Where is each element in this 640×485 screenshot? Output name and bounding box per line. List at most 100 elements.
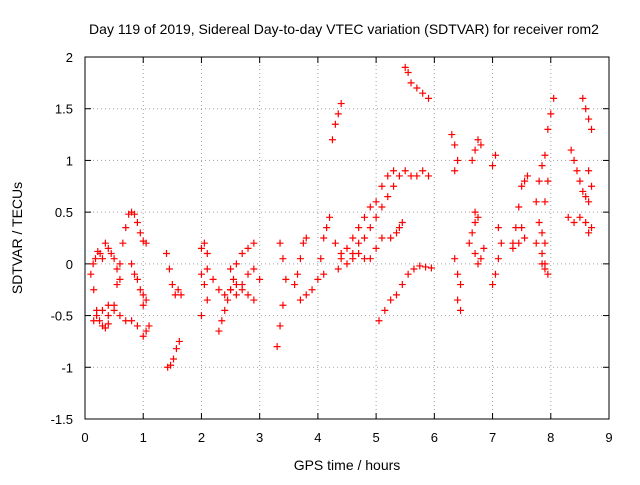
data-point <box>302 291 310 299</box>
data-point <box>398 281 406 289</box>
data-point <box>497 239 505 247</box>
data-point <box>404 69 412 77</box>
data-point <box>337 255 345 263</box>
data-point <box>395 172 403 180</box>
data-point <box>299 239 307 247</box>
data-point <box>130 210 138 218</box>
data-point <box>494 224 502 232</box>
data-point <box>110 301 118 309</box>
data-point <box>515 239 523 247</box>
data-point <box>119 239 127 247</box>
data-point <box>110 255 118 263</box>
data-point <box>454 156 462 164</box>
data-point <box>538 250 546 258</box>
series-arc-12 <box>227 239 258 273</box>
data-point <box>541 151 549 159</box>
series-arc-36 <box>567 146 593 206</box>
data-point <box>378 182 386 190</box>
data-point <box>87 270 95 278</box>
series-arc-06 <box>128 260 150 309</box>
data-point <box>372 213 380 221</box>
data-point <box>422 263 430 271</box>
data-point <box>468 229 476 237</box>
series-arc-31 <box>509 172 531 247</box>
series-arc-09 <box>197 239 211 320</box>
data-point <box>471 208 479 216</box>
data-point <box>567 146 575 154</box>
data-point <box>296 296 304 304</box>
data-point <box>91 255 99 263</box>
series-arc-29 <box>489 151 499 170</box>
series-arc-24 <box>448 131 462 175</box>
data-point <box>104 312 112 320</box>
data-point <box>244 270 252 278</box>
data-point <box>175 337 183 345</box>
data-point <box>174 286 182 294</box>
data-point <box>136 286 144 294</box>
data-point <box>122 224 130 232</box>
data-point <box>457 306 465 314</box>
data-point <box>90 286 98 294</box>
x-tick-label: 7 <box>489 430 496 445</box>
data-point <box>451 167 459 175</box>
data-point <box>209 275 217 283</box>
data-point <box>291 281 299 289</box>
data-point <box>480 244 488 252</box>
data-point <box>576 177 584 185</box>
data-point <box>585 167 593 175</box>
grid <box>85 57 609 419</box>
series-arc-37 <box>564 213 596 237</box>
data-point <box>538 229 546 237</box>
data-point <box>203 265 211 273</box>
series-arc-15 <box>291 234 310 289</box>
data-point <box>250 265 258 273</box>
data-point <box>224 296 232 304</box>
data-point <box>454 296 462 304</box>
data-point <box>515 203 523 211</box>
data-point <box>494 255 502 263</box>
data-point <box>250 239 258 247</box>
data-point <box>130 270 138 278</box>
data-point <box>448 131 456 139</box>
series-arc-30 <box>489 224 505 289</box>
chart-title: Day 119 of 2019, Sidereal Day-to-day VTE… <box>89 21 599 37</box>
data-point <box>250 296 258 304</box>
data-point <box>585 229 593 237</box>
data-point <box>416 262 424 270</box>
data-point <box>541 260 549 268</box>
data-point <box>323 224 331 232</box>
data-point <box>244 291 252 299</box>
data-point <box>532 239 540 247</box>
data-point <box>366 255 374 263</box>
x-axis-label: GPS time / hours <box>294 457 401 473</box>
data-point <box>451 141 459 149</box>
data-point <box>425 94 433 102</box>
data-point <box>573 167 581 175</box>
data-point <box>366 224 374 232</box>
data-point <box>331 239 339 247</box>
series-arc-05 <box>101 239 124 283</box>
y-tick-label: -1.5 <box>51 412 73 427</box>
data-point <box>163 250 171 258</box>
series-arc-01 <box>87 247 106 278</box>
series-arc-17 <box>328 100 345 144</box>
data-point <box>116 260 124 268</box>
x-tick-label: 5 <box>372 430 379 445</box>
data-point <box>372 244 380 252</box>
data-point <box>419 89 427 97</box>
y-tick-label: 0.5 <box>55 205 73 220</box>
series-arc-32 <box>509 224 529 252</box>
data-point <box>538 162 546 170</box>
data-point <box>169 355 177 363</box>
data-point <box>139 301 147 309</box>
data-point <box>90 317 98 325</box>
data-point <box>197 270 205 278</box>
data-point <box>544 125 552 133</box>
data-point <box>244 244 252 252</box>
data-point <box>360 213 368 221</box>
data-point <box>410 265 418 273</box>
data-point <box>471 250 479 258</box>
data-point <box>564 213 572 221</box>
data-point <box>355 224 363 232</box>
